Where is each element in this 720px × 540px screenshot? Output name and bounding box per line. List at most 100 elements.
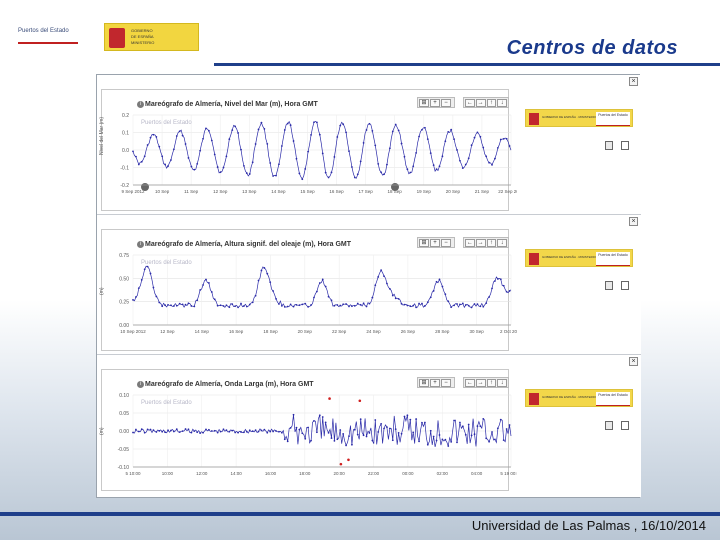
x-tick-label: 17 Sep — [358, 189, 373, 194]
data-point — [275, 174, 277, 177]
data-point — [175, 135, 178, 137]
zoom-reset-icon[interactable]: ⊞ — [419, 99, 429, 107]
data-point — [164, 304, 167, 307]
data-point — [164, 431, 167, 434]
zoom-in-icon[interactable]: + — [430, 379, 440, 387]
panel-title: Mareógrafo de Almería, Nivel del Mar (m)… — [145, 101, 318, 108]
zoom-reset-icon[interactable]: ⊞ — [419, 239, 429, 247]
crest-icon — [529, 253, 539, 265]
x-tick-label: 28 Sep — [435, 329, 450, 334]
data-point — [158, 301, 161, 304]
print-icon[interactable] — [605, 421, 613, 430]
zoom-toolbar: ⊞ + − — [417, 97, 455, 108]
print-icon[interactable] — [605, 281, 613, 290]
data-point — [380, 171, 383, 174]
data-point — [406, 168, 409, 171]
data-point — [426, 443, 429, 446]
arrow-down-icon[interactable]: ↓ — [497, 379, 507, 387]
watermark: Puertos del Estado — [141, 120, 192, 126]
data-point — [190, 165, 193, 168]
side-logo-gov-text: GOBIERNO DE ESPAÑA · MINISTERIO DE FOMEN… — [542, 255, 617, 259]
arrow-right-icon[interactable]: → — [475, 239, 486, 247]
data-point — [193, 430, 196, 433]
nav-toolbar: ← → ↑ ↓ — [463, 237, 509, 248]
data-point — [496, 427, 499, 430]
data-point — [310, 134, 312, 136]
data-point — [310, 304, 312, 306]
arrow-up-icon[interactable]: ↑ — [486, 239, 497, 247]
zoom-reset-icon[interactable]: ⊞ — [419, 379, 429, 387]
data-point — [470, 144, 473, 147]
x-tick-label: 19 Sep — [417, 189, 432, 194]
data-point — [155, 295, 158, 298]
data-point — [429, 296, 432, 299]
data-point — [345, 444, 347, 447]
data-point — [388, 287, 391, 290]
data-point — [339, 304, 342, 307]
arrow-down-icon[interactable]: ↓ — [497, 239, 507, 247]
arrow-down-icon[interactable]: ↓ — [497, 99, 507, 107]
data-point — [473, 303, 476, 305]
info-icon[interactable]: i — [137, 241, 144, 248]
data-point — [205, 127, 207, 130]
data-point — [333, 304, 336, 307]
close-icon[interactable]: × — [629, 77, 638, 86]
data-point — [228, 306, 231, 309]
data-point — [353, 176, 356, 179]
arrow-left-icon[interactable]: ← — [465, 99, 475, 107]
arrow-left-icon[interactable]: ← — [465, 379, 475, 387]
close-icon[interactable]: × — [629, 357, 638, 366]
data-point — [269, 162, 272, 164]
arrow-right-icon[interactable]: → — [475, 379, 486, 387]
zoom-in-icon[interactable]: + — [430, 239, 440, 247]
data-point — [210, 430, 213, 432]
zoom-out-icon[interactable]: − — [441, 379, 451, 387]
data-point — [499, 138, 502, 141]
data-point — [324, 285, 327, 288]
arrow-right-icon[interactable]: → — [475, 99, 486, 107]
sea-level-plot[interactable]: 0.2 0.1 0.0 -0.1 -0.29 Sep 2012 10 Sep 11 Sep 1… — [97, 75, 517, 215]
data-point — [155, 135, 158, 138]
close-icon[interactable]: × — [629, 217, 638, 226]
data-point — [251, 430, 254, 433]
data-point — [257, 430, 260, 433]
data-point — [444, 438, 447, 441]
export-icon[interactable] — [621, 421, 629, 430]
data-point — [479, 305, 482, 308]
puertos-logo-text: Puertos del Estado — [18, 28, 69, 34]
print-icon[interactable] — [605, 141, 613, 150]
arrow-left-icon[interactable]: ← — [465, 239, 475, 247]
x-tick-label: 11 Sep — [184, 189, 198, 194]
data-point — [459, 421, 461, 424]
data-point — [137, 163, 140, 166]
data-point — [219, 171, 222, 174]
data-point — [415, 152, 418, 154]
data-point — [278, 303, 280, 305]
data-point — [266, 272, 269, 275]
side-logo-puertos: Puertos del Estado — [596, 392, 630, 406]
data-point — [494, 438, 496, 441]
data-point — [202, 431, 204, 434]
y-tick-label: -0.10 — [118, 465, 130, 471]
export-icon[interactable] — [621, 141, 629, 150]
export-icon[interactable] — [621, 281, 629, 290]
data-point — [263, 127, 266, 130]
data-point — [473, 433, 476, 436]
zoom-out-icon[interactable]: − — [441, 239, 451, 247]
zoom-out-icon[interactable]: − — [441, 99, 451, 107]
data-point — [368, 302, 371, 305]
arrow-up-icon[interactable]: ↑ — [486, 99, 497, 107]
data-point — [240, 148, 242, 151]
long-wave-plot[interactable]: 0.10 0.05 0.00 -0.05 -0.105 10:00 10:00 12:00 1… — [97, 355, 517, 497]
zoom-in-icon[interactable]: + — [430, 99, 440, 107]
data-point — [245, 172, 248, 175]
data-point — [491, 287, 493, 290]
data-point — [295, 157, 298, 160]
chart-panel-long-wave: × i Mareógrafo de Almería, Onda Larga (m… — [97, 355, 641, 497]
info-icon[interactable]: i — [137, 101, 144, 108]
data-point — [397, 298, 400, 300]
info-icon[interactable]: i — [137, 381, 144, 388]
data-point — [339, 429, 342, 431]
arrow-up-icon[interactable]: ↑ — [486, 379, 497, 387]
